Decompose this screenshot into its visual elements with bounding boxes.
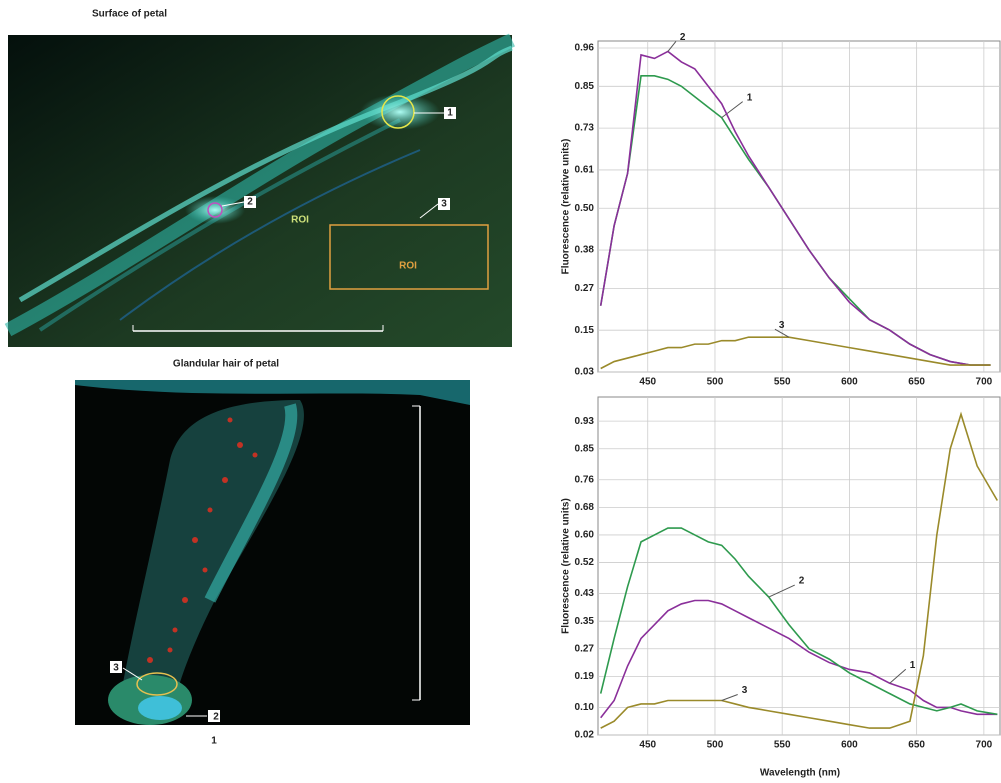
series-line (599, 50, 991, 366)
marker-label: 3 (441, 199, 447, 210)
y-tick-label: 0.03 (575, 367, 595, 378)
marker-label: 3 (113, 663, 119, 674)
x-tick-label: 600 (841, 740, 858, 751)
label-leader (768, 584, 795, 598)
y-tick-label: 0.50 (575, 203, 595, 214)
y-tick-label: 0.02 (575, 730, 595, 741)
y-tick-label: 0.93 (575, 416, 595, 427)
y-axis-title: Fluorescence (relative units) (561, 498, 572, 634)
x-tick-label: 450 (639, 377, 656, 388)
y-tick-label: 0.38 (575, 245, 595, 256)
y-tick-label: 0.10 (575, 702, 595, 713)
y-tick-label: 0.43 (575, 588, 595, 599)
y-tick-label: 0.52 (575, 557, 595, 568)
panel-title: Surface of petal (92, 9, 167, 20)
marker-label: 2 (247, 197, 253, 208)
plot-area (597, 396, 1001, 736)
y-tick-label: 0.68 (575, 502, 595, 513)
series-label: 2 (799, 576, 805, 587)
x-tick-label: 600 (841, 377, 858, 388)
series-label: 1 (910, 660, 916, 671)
series-label: 2 (680, 32, 686, 43)
y-tick-label: 0.73 (575, 123, 595, 134)
label-leader (667, 41, 677, 52)
x-tick-label: 450 (639, 740, 656, 751)
series-label: 1 (747, 92, 753, 103)
y-tick-label: 0.85 (575, 81, 595, 92)
panel-title: Glandular hair of petal (173, 359, 279, 370)
x-tick-label: 650 (908, 740, 925, 751)
y-tick-label: 0.15 (575, 325, 595, 336)
marker-label: 1 (211, 736, 217, 747)
series-line (600, 336, 991, 370)
y-tick-label: 0.76 (575, 474, 595, 485)
series-line (600, 599, 998, 719)
y-axis-title: Fluorescence (relative units) (561, 139, 572, 275)
x-tick-label: 500 (707, 377, 724, 388)
series-label: 3 (742, 685, 748, 696)
x-tick-label: 500 (707, 740, 724, 751)
y-tick-label: 0.27 (575, 283, 595, 294)
roi-label: ROI (399, 261, 417, 272)
series-line (600, 411, 999, 729)
marker-label: 2 (213, 712, 219, 723)
x-tick-label: 700 (976, 377, 993, 388)
x-axis-title: Wavelength (nm) (760, 768, 840, 779)
label-leader (889, 668, 907, 684)
series-line (599, 527, 998, 716)
micrograph (75, 380, 470, 746)
micrograph (4, 33, 516, 347)
y-tick-label: 0.35 (575, 616, 595, 627)
roi-label: ROI (291, 215, 309, 226)
label-leader (721, 101, 743, 119)
y-tick-label: 0.60 (575, 530, 595, 541)
x-tick-label: 550 (774, 740, 791, 751)
y-tick-label: 0.96 (575, 43, 595, 54)
x-tick-label: 550 (774, 377, 791, 388)
y-tick-label: 0.19 (575, 671, 595, 682)
label-leader (721, 694, 738, 701)
y-tick-label: 0.27 (575, 643, 595, 654)
series-label: 3 (779, 320, 785, 331)
y-tick-label: 0.61 (575, 165, 595, 176)
x-tick-label: 700 (976, 740, 993, 751)
x-tick-label: 650 (908, 377, 925, 388)
y-tick-label: 0.85 (575, 443, 595, 454)
label-leader (774, 328, 790, 338)
marker-label: 1 (447, 108, 453, 119)
plot-area (597, 40, 1001, 373)
